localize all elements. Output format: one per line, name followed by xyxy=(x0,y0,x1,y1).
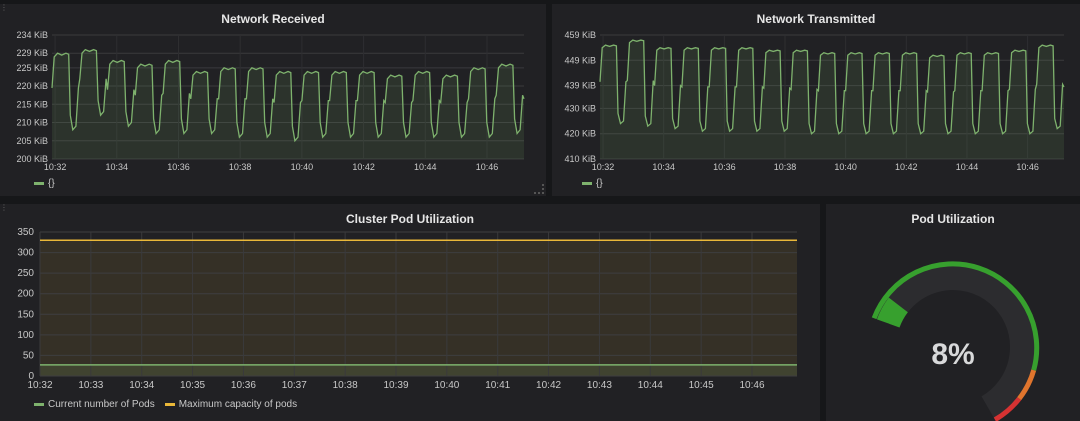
x-tick-label: 10:44 xyxy=(638,380,663,391)
legend: {} xyxy=(582,178,603,189)
network-received-chart[interactable]: 200 KiB 205 KiB 210 KiB 215 KiB 220 KiB 225 K… xyxy=(0,22,546,192)
x-tick-label: 10:37 xyxy=(282,380,307,391)
legend-label: {} xyxy=(596,178,603,189)
legend-swatch xyxy=(34,182,44,185)
x-tick-label: 10:38 xyxy=(333,380,358,391)
x-tick-label: 10:32 xyxy=(44,162,67,172)
y-tick-label: 300 xyxy=(17,248,34,259)
legend: Current number of Pods Maximum capacity … xyxy=(34,399,297,410)
y-tick-label: 350 xyxy=(17,227,34,238)
y-tick-label: 215 KiB xyxy=(16,99,48,109)
panel-title[interactable]: Network Received xyxy=(221,12,325,26)
gauge-value: 8% xyxy=(931,338,975,371)
y-tick-label: 50 xyxy=(23,350,35,361)
x-tick-label: 10:34 xyxy=(106,162,129,172)
gauge-track xyxy=(873,262,1038,421)
panel-title[interactable]: Cluster Pod Utilization xyxy=(345,212,474,226)
series-line xyxy=(599,39,1065,135)
gauge-threshold-orange xyxy=(1017,369,1037,401)
network-transmitted-panel: Network Transmitted 410 KiB 420 KiB 430 Ki… xyxy=(552,4,1080,196)
legend: {} xyxy=(34,178,55,189)
y-tick-label: 234 KiB xyxy=(16,30,48,40)
y-tick-label: 210 KiB xyxy=(16,118,48,128)
x-tick-label: 10:41 xyxy=(485,380,510,391)
y-tick-label: 449 KiB xyxy=(564,55,596,65)
panel-title[interactable]: Network Transmitted xyxy=(756,12,876,26)
series-area xyxy=(600,40,1064,159)
pod-utilization-panel: Pod Utilization 8% xyxy=(826,204,1080,421)
x-tick-label: 10:40 xyxy=(834,162,857,172)
x-tick-label: 10:34 xyxy=(129,380,154,391)
gauge-threshold-green xyxy=(871,261,1040,371)
gauge-threshold-red xyxy=(993,397,1022,421)
x-tick-label: 10:42 xyxy=(352,162,375,172)
series-line xyxy=(51,48,525,143)
legend-item[interactable]: {} xyxy=(582,178,603,189)
legend-label: {} xyxy=(48,178,55,189)
legend-swatch xyxy=(582,182,592,185)
legend-item-max-capacity[interactable]: Maximum capacity of pods xyxy=(164,399,298,410)
x-tick-label: 10:44 xyxy=(956,162,979,172)
x-tick-label: 10:40 xyxy=(434,380,459,391)
y-tick-label: 410 KiB xyxy=(564,154,596,164)
drag-handle-icon[interactable]: ⋮ xyxy=(0,3,8,12)
x-tick-label: 10:34 xyxy=(652,162,675,172)
x-tick-label: 10:36 xyxy=(231,380,256,391)
legend-item[interactable]: {} xyxy=(34,178,55,189)
legend-label: Current number of Pods xyxy=(48,399,155,410)
x-tick-label: 10:35 xyxy=(180,380,205,391)
legend-item-current-pods[interactable]: Current number of Pods xyxy=(34,399,155,410)
current-pods-area xyxy=(40,364,797,376)
x-tick-label: 10:36 xyxy=(167,162,190,172)
x-tick-label: 10:40 xyxy=(291,162,314,172)
x-tick-label: 10:42 xyxy=(895,162,918,172)
x-tick-label: 10:45 xyxy=(689,380,714,391)
y-tick-label: 225 KiB xyxy=(16,63,48,73)
y-tick-label: 439 KiB xyxy=(564,81,596,91)
drag-handle-icon[interactable]: ⋮ xyxy=(0,203,8,212)
x-tick-label: 10:32 xyxy=(27,380,52,391)
legend-swatch xyxy=(34,403,44,406)
x-tick-label: 10:42 xyxy=(536,380,561,391)
x-tick-label: 10:46 xyxy=(739,380,764,391)
network-transmitted-chart[interactable]: 410 KiB 420 KiB 430 KiB 439 KiB 449 KiB 459 K… xyxy=(552,22,1080,192)
y-tick-label: 0 xyxy=(28,371,34,382)
legend-swatch xyxy=(164,403,175,406)
y-tick-label: 150 xyxy=(17,309,34,320)
y-tick-label: 420 KiB xyxy=(564,129,596,139)
cluster-pod-utilization-chart[interactable]: 0 50 100 150 200 250 300 350 10:32 10:33 10:34 10:3… xyxy=(0,224,820,414)
x-tick-label: 10:46 xyxy=(1016,162,1039,172)
y-tick-label: 430 KiB xyxy=(564,103,596,113)
cluster-pod-utilization-panel: ⋮ Cluster Pod Utilization 0 50 100 150 200 25… xyxy=(0,204,820,421)
x-tick-label: 10:32 xyxy=(592,162,615,172)
max-capacity-area xyxy=(40,240,797,376)
y-tick-label: 205 KiB xyxy=(16,136,48,146)
x-tick-label: 10:36 xyxy=(713,162,736,172)
legend-label: Maximum capacity of pods xyxy=(178,399,298,410)
network-received-panel: ⋮ Network Received 200 KiB 205 KiB 210 KiB… xyxy=(0,4,546,196)
x-tick-label: 10:46 xyxy=(476,162,499,172)
x-tick-label: 10:44 xyxy=(414,162,437,172)
y-tick-label: 100 xyxy=(17,330,34,341)
y-tick-label: 200 xyxy=(17,289,34,300)
y-tick-label: 200 KiB xyxy=(16,154,48,164)
y-tick-label: 220 KiB xyxy=(16,81,48,91)
x-tick-label: 10:33 xyxy=(78,380,103,391)
panel-title[interactable]: Pod Utilization xyxy=(911,212,995,226)
series-area xyxy=(52,49,524,159)
resize-handle-icon[interactable] xyxy=(534,184,544,194)
pod-utilization-gauge xyxy=(871,261,1040,421)
x-tick-label: 10:39 xyxy=(383,380,408,391)
y-tick-label: 459 KiB xyxy=(564,30,596,40)
gauge-value-arc xyxy=(876,297,909,328)
x-tick-label: 10:43 xyxy=(587,380,612,391)
y-tick-label: 229 KiB xyxy=(16,48,48,58)
y-tick-label: 250 xyxy=(17,268,34,279)
x-tick-label: 10:38 xyxy=(774,162,797,172)
x-tick-label: 10:38 xyxy=(229,162,252,172)
